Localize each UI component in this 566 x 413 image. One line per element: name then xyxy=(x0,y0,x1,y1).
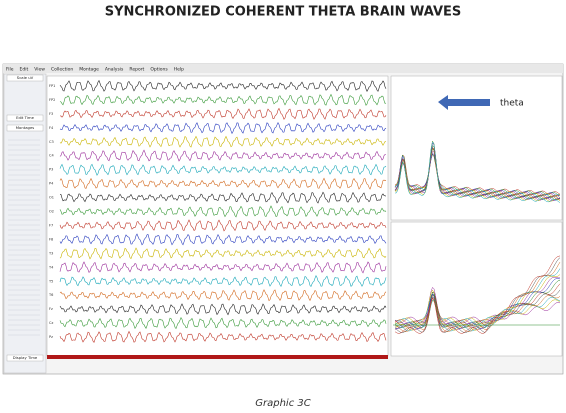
eeg-trace xyxy=(59,316,387,330)
eeg-trace xyxy=(59,163,387,176)
eeg-trace xyxy=(59,274,387,288)
theta-label: theta xyxy=(500,99,524,109)
channel-label: F8 xyxy=(49,237,53,241)
spectrum-curve xyxy=(394,140,561,202)
eeg-trace xyxy=(59,330,387,343)
menu-item[interactable]: Options xyxy=(150,67,168,73)
eeg-trace xyxy=(59,135,387,148)
eeg-trace xyxy=(59,191,387,204)
menu-item[interactable]: File xyxy=(6,67,14,73)
eeg-trace xyxy=(59,247,387,260)
menu-item[interactable]: Analysis xyxy=(105,67,124,73)
menu-bar xyxy=(3,64,563,73)
eeg-trace xyxy=(59,205,387,218)
channel-label: F3 xyxy=(49,112,53,116)
channel-label: C4 xyxy=(49,154,54,158)
eeg-trace xyxy=(59,107,387,120)
channel-label: T5 xyxy=(48,279,53,283)
sidebar-label[interactable]: Montages xyxy=(16,125,35,130)
eeg-trace xyxy=(59,303,387,316)
spectrum-curves xyxy=(393,140,561,334)
channel-label: Fz xyxy=(49,307,53,311)
eeg-trace xyxy=(59,233,387,246)
sidebar-label[interactable]: Display Time xyxy=(13,355,38,360)
channel-label: T6 xyxy=(48,293,53,297)
spectrum-curve xyxy=(394,274,561,331)
spectrum-curve xyxy=(394,278,561,329)
menu-item[interactable]: Edit xyxy=(20,67,29,73)
caption: Graphic 3C xyxy=(255,398,310,409)
spectrum-curve xyxy=(394,147,561,198)
channel-label: T4 xyxy=(48,265,54,269)
channel-label: T3 xyxy=(48,251,53,255)
spectrum-curve xyxy=(394,286,561,324)
spectrum-curve xyxy=(395,140,561,202)
channel-label: C3 xyxy=(49,140,54,144)
sidebar xyxy=(3,73,47,374)
spectrum-curve xyxy=(394,140,561,203)
time-bar xyxy=(47,355,388,359)
spectrum-curve xyxy=(394,147,561,200)
spectrum-curve xyxy=(394,255,561,334)
spectrum-curve xyxy=(394,283,561,328)
sidebar-label[interactable]: Scale uV xyxy=(17,75,34,80)
channel-label: FP1 xyxy=(49,84,55,88)
channel-label: Cz xyxy=(49,321,53,325)
spectrum-curve xyxy=(394,289,561,325)
eeg-trace xyxy=(59,261,387,274)
sidebar-items: Scale uV Edit Time Montages Display Time xyxy=(6,74,44,362)
channel-label: P3 xyxy=(49,168,53,172)
menu-item[interactable]: Report xyxy=(129,67,144,73)
sidebar-button[interactable] xyxy=(6,124,44,132)
channel-label: O2 xyxy=(49,210,54,214)
eeg-trace xyxy=(59,219,387,232)
eeg-panel xyxy=(46,75,389,357)
channel-label: F4 xyxy=(49,126,54,130)
menu: File Edit View Collection Montage Analysis Rep… xyxy=(6,67,184,73)
sidebar-label[interactable]: Edit Time xyxy=(16,115,35,120)
sidebar-button[interactable] xyxy=(6,114,44,122)
eeg-trace xyxy=(59,121,387,135)
channel-label: Pz xyxy=(49,335,53,339)
spectrum-curve xyxy=(394,289,561,327)
sidebar-button[interactable] xyxy=(6,354,44,362)
sidebar-button[interactable] xyxy=(6,74,44,82)
menu-item[interactable]: Collection xyxy=(51,67,73,73)
eeg-trace xyxy=(59,149,387,162)
page-title: SYNCHRONIZED COHERENT THETA BRAIN WAVES xyxy=(105,5,462,20)
channel-label: O1 xyxy=(49,196,54,200)
eeg-trace xyxy=(59,177,387,190)
spectrum-curve xyxy=(394,279,561,329)
menu-item[interactable]: Montage xyxy=(79,67,99,73)
menu-item[interactable]: View xyxy=(34,67,45,73)
theta-arrow xyxy=(438,95,490,110)
eeg-traces: FP1 FP2 F3 F4 C3 C4 P3 P4 O1 O2 F7 F8 T3 T4 T5 T6 Fz Cz Pz xyxy=(48,79,387,343)
channel-label: F7 xyxy=(49,223,53,227)
spectrum-curve xyxy=(394,261,561,333)
eeg-trace xyxy=(59,93,387,106)
eeg-trace xyxy=(59,289,387,302)
channel-label: FP2 xyxy=(49,98,55,102)
eeg-trace xyxy=(59,79,387,92)
menu-item[interactable]: Help xyxy=(174,67,184,73)
channel-label: P4 xyxy=(49,182,54,186)
